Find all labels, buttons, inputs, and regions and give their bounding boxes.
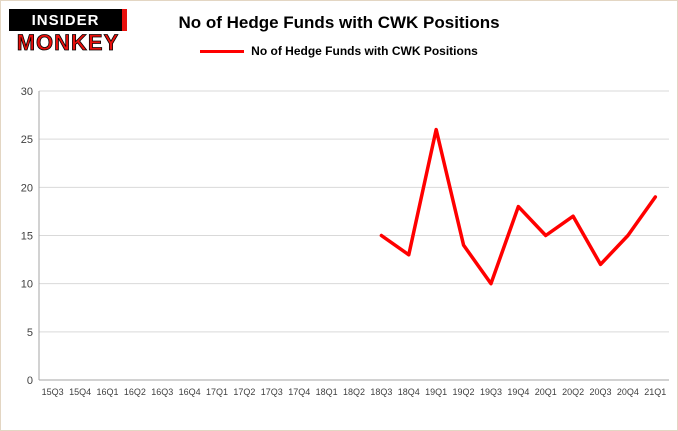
y-tick-label: 20: [21, 182, 33, 194]
x-tick-label: 20Q4: [617, 387, 639, 397]
x-tick-label: 18Q1: [316, 387, 338, 397]
x-tick-label: 16Q4: [179, 387, 201, 397]
logo-text-insider: INSIDER: [9, 9, 127, 31]
x-tick-label: 15Q4: [69, 387, 91, 397]
y-tick-label: 25: [21, 134, 33, 146]
x-tick-label: 21Q1: [644, 387, 666, 397]
chart-header: INSIDER MONKEY No of Hedge Funds with CW…: [1, 1, 677, 85]
line-chart-plot: 0 5 10 15 20 25 30 15Q3 15Q4 16Q1 16Q2 16Q3 16Q4 17Q1…: [21, 86, 669, 397]
x-tick-label: 17Q3: [261, 387, 283, 397]
y-tick-label: 30: [21, 86, 33, 98]
y-tick-label: 15: [21, 231, 33, 243]
x-tick-label: 19Q4: [507, 387, 529, 397]
legend-line-swatch: [200, 49, 245, 53]
legend-label: No of Hedge Funds with CWK Positions: [251, 44, 478, 58]
insider-monkey-logo: INSIDER MONKEY: [9, 9, 127, 55]
x-tick-label: 20Q2: [562, 387, 584, 397]
x-tick-label: 16Q3: [151, 387, 173, 397]
y-tick-label: 0: [27, 375, 33, 387]
x-tick-label: 17Q2: [233, 387, 255, 397]
x-tick-label: 18Q4: [398, 387, 420, 397]
data-series-line: [379, 127, 658, 286]
x-tick-label: 16Q2: [124, 387, 146, 397]
chart-title: No of Hedge Funds with CWK Positions: [178, 13, 500, 32]
x-tick-label: 19Q3: [480, 387, 502, 397]
x-tick-label: 17Q1: [206, 387, 228, 397]
x-tick-label: 16Q1: [96, 387, 118, 397]
x-tick-label: 15Q3: [42, 387, 64, 397]
logo-text-monkey: MONKEY: [16, 30, 120, 55]
title-block: No of Hedge Funds with CWK Positions No …: [1, 1, 677, 58]
x-tick-label: 19Q1: [425, 387, 447, 397]
x-tick-label: 20Q1: [535, 387, 557, 397]
x-tick-label: 18Q2: [343, 387, 365, 397]
x-tick-label: 17Q4: [288, 387, 310, 397]
y-tick-label: 5: [27, 327, 33, 339]
legend: No of Hedge Funds with CWK Positions: [200, 44, 478, 58]
x-tick-label: 20Q3: [590, 387, 612, 397]
x-tick-label: 18Q3: [370, 387, 392, 397]
x-tick-label: 19Q2: [453, 387, 475, 397]
y-tick-label: 10: [21, 279, 33, 291]
